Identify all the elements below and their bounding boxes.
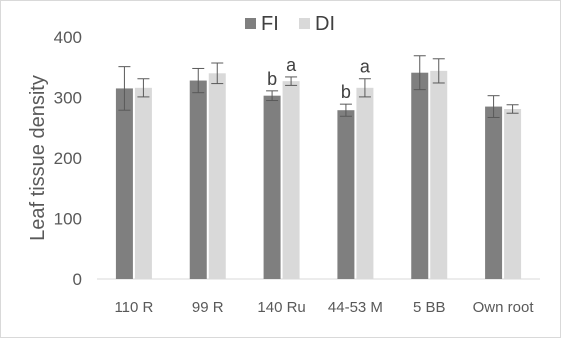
significance-letter: a [286, 55, 297, 75]
legend-swatch-di [299, 18, 310, 29]
x-axis-category-labels: 110 R 99 R 140 Ru 44-53 M 5 BB Own root [114, 299, 534, 316]
y-tick-label: 300 [54, 89, 82, 108]
bar-fi [485, 106, 503, 279]
bar-fi [189, 80, 207, 279]
bar-di [282, 81, 300, 279]
bar-fi [411, 72, 429, 279]
significance-letter: a [360, 57, 371, 77]
significance-letter: b [267, 69, 277, 89]
bar-di [208, 73, 226, 279]
significance-letter: b [341, 82, 351, 102]
y-tick-label: 200 [54, 149, 82, 168]
x-category-label: Own root [473, 299, 535, 316]
bars [115, 70, 522, 280]
x-category-label: 110 R [114, 299, 153, 316]
legend-label-fi: FI [261, 13, 279, 35]
y-tick-label: 400 [54, 28, 82, 47]
error-bars [118, 55, 519, 118]
bar-di [356, 87, 374, 279]
legend-swatch-fi [245, 18, 256, 29]
x-category-label: 140 Ru [257, 299, 305, 316]
y-tick-label: 100 [54, 210, 82, 229]
y-axis-title: Leaf tissue density [27, 75, 49, 241]
bar-di [134, 87, 152, 279]
bar-di [504, 108, 522, 280]
bar-fi [337, 110, 355, 279]
x-category-label: 99 R [192, 299, 224, 316]
y-axis-ticks: 0 100 200 300 400 [54, 28, 82, 289]
x-category-label: 44-53 M [328, 299, 383, 316]
bar-fi [263, 95, 281, 279]
legend: FI DI [245, 13, 335, 35]
legend-label-di: DI [315, 13, 335, 35]
y-tick-label: 0 [73, 270, 82, 289]
bar-di [430, 70, 448, 279]
x-category-label: 5 BB [413, 299, 446, 316]
bar-fi [115, 88, 133, 279]
